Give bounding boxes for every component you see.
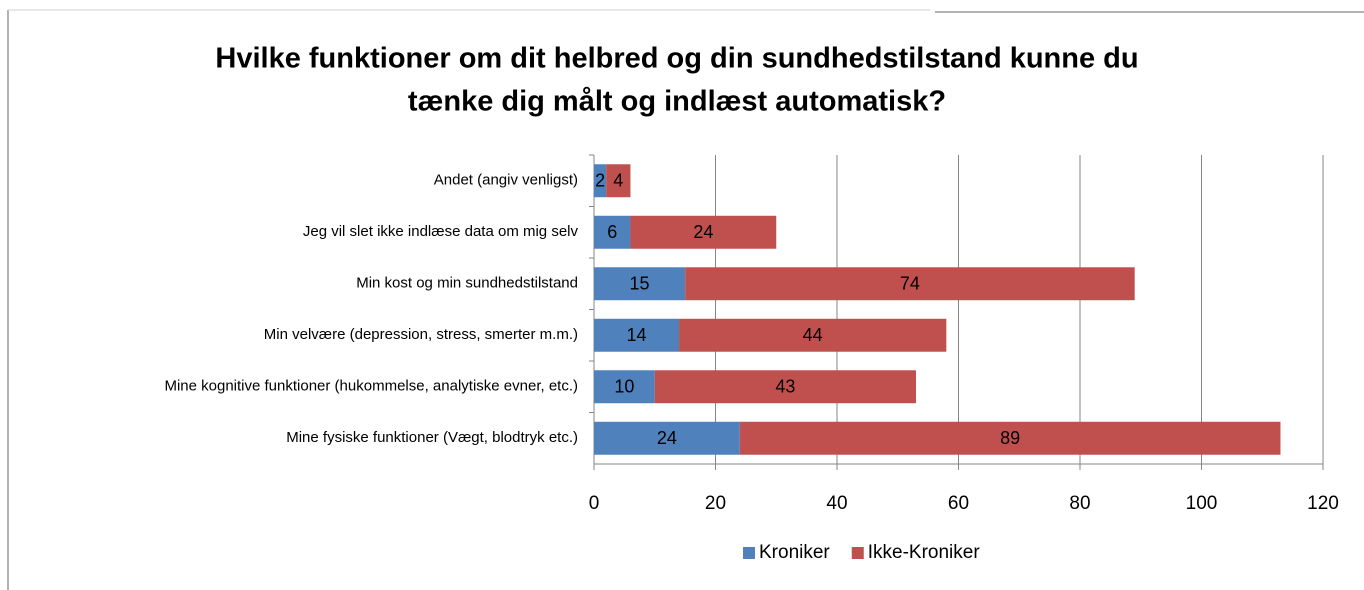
data-label: 74 (900, 274, 920, 294)
bar-segment (594, 318, 680, 352)
data-label: 6 (607, 222, 617, 242)
y-tick-label: Mine fysiske funktioner (Vægt, blodtryk … (286, 429, 578, 446)
legend-swatch (851, 547, 864, 559)
bar-segment (739, 421, 1281, 455)
legend-label: Kroniker (759, 542, 830, 563)
data-label: 89 (1000, 428, 1020, 448)
x-tick-label: 40 (826, 493, 847, 514)
y-tick-label: Min velvære (depression, stress, smerter… (264, 326, 578, 343)
bar-segment (594, 370, 655, 404)
x-tick-label: 0 (589, 493, 600, 514)
x-tick-label: 120 (1307, 493, 1339, 514)
x-tick-label: 80 (1069, 493, 1090, 514)
data-label: 14 (627, 325, 647, 345)
x-tick-label: 20 (705, 493, 726, 514)
data-label: 2 (595, 171, 605, 191)
bar-segment (685, 267, 1135, 301)
data-label: 24 (693, 222, 713, 242)
bar-segment (630, 215, 777, 249)
bar-segment (594, 215, 631, 249)
bar-segment (679, 318, 947, 352)
bar-segment (594, 164, 607, 198)
y-tick-label: Min kost og min sundhedstilstand (356, 275, 578, 292)
data-label: 4 (613, 171, 623, 191)
legend-label: Ikke-Kroniker (868, 542, 981, 563)
y-tick-label: Mine kognitive funktioner (hukommelse, a… (164, 378, 578, 395)
legend-swatch (743, 547, 755, 559)
data-label: 44 (803, 325, 823, 345)
x-tick-label: 60 (948, 493, 969, 514)
chart-title: tænke dig målt og indlæst automatisk? (408, 86, 946, 118)
y-tick-label: Andet (angiv venligst) (434, 172, 578, 189)
x-tick-label: 100 (1186, 493, 1218, 514)
bar-segment (594, 421, 740, 455)
data-label: 43 (775, 377, 795, 397)
chart-title: Hvilke funktioner om dit helbred og din … (215, 43, 1138, 75)
data-label: 15 (630, 274, 650, 294)
bar-segment (606, 164, 631, 198)
data-label: 24 (657, 428, 677, 448)
y-tick-label: Jeg vil slet ikke indlæse data om mig se… (303, 223, 579, 240)
data-label: 10 (614, 377, 634, 397)
bar-segment (594, 267, 686, 301)
bar-segment (654, 370, 916, 404)
